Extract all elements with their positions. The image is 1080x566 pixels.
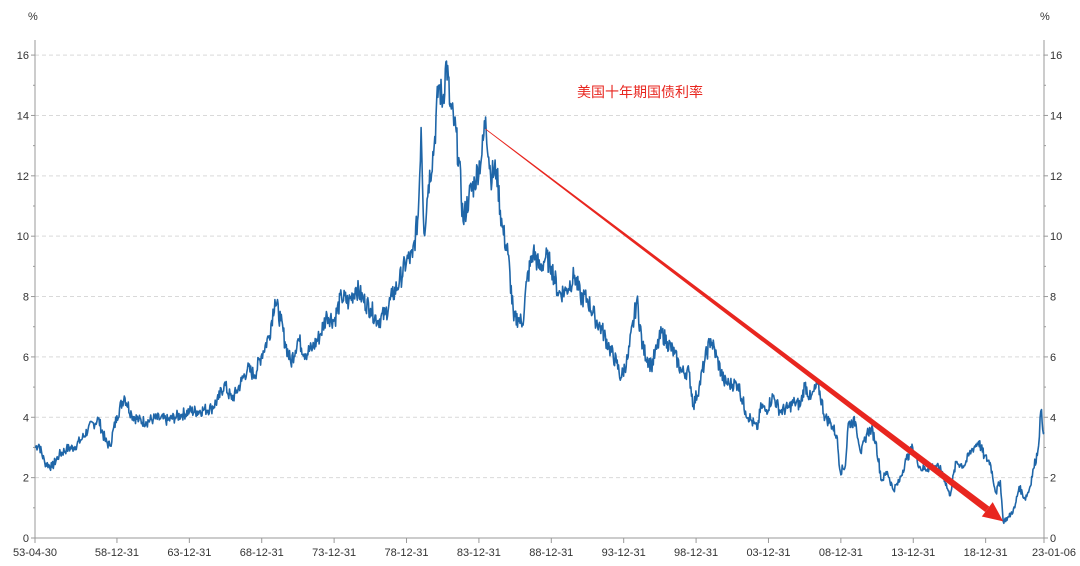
series-layer [34, 60, 1045, 525]
left-y-tick-label-14: 14 [17, 110, 29, 122]
right-y-tick-label-6: 6 [1050, 352, 1056, 364]
x-tick-label-12: 13-12-31 [891, 547, 935, 559]
axes: % % [28, 11, 1050, 539]
x-tick-label-13: 18-12-31 [964, 547, 1008, 559]
trend-arrow-layer [485, 128, 1004, 522]
right-y-tick-label-14: 14 [1050, 110, 1062, 122]
right-y-tick-label-8: 8 [1050, 292, 1056, 304]
x-tick-label-2: 63-12-31 [167, 547, 211, 559]
left-y-unit: % [28, 11, 38, 23]
x-tick-label-3: 68-12-31 [240, 547, 284, 559]
left-y-tick-label-2: 2 [23, 473, 29, 485]
left-y-tick-label-8: 8 [23, 292, 29, 304]
left-y-tick-label-6: 6 [23, 352, 29, 364]
right-y-tick-label-10: 10 [1050, 231, 1062, 243]
chart-annotation: 美国十年期国债利率 [577, 84, 703, 101]
right-y-tick-label-0: 0 [1050, 533, 1056, 545]
trend-arrow-head [981, 502, 1004, 522]
x-tick-label-1: 58-12-31 [95, 547, 139, 559]
trend-arrow-shaft [485, 128, 990, 512]
x-tick-label-7: 88-12-31 [529, 547, 573, 559]
x-tick-label-14: 23-01-06 [1032, 547, 1076, 559]
right-y-tick-label-16: 16 [1050, 50, 1062, 62]
left-y-tick-label-10: 10 [17, 231, 29, 243]
left-y-tick-label-12: 12 [17, 171, 29, 183]
right-y-tick-label-2: 2 [1050, 473, 1056, 485]
left-y-tick-label-4: 4 [23, 412, 29, 424]
x-tick-label-4: 73-12-31 [312, 547, 356, 559]
x-tick-label-9: 98-12-31 [674, 547, 718, 559]
grid-lines [35, 54, 1044, 479]
left-y-tick-label-16: 16 [17, 50, 29, 62]
series-line-0 [34, 60, 1045, 525]
right-y-unit: % [1040, 11, 1050, 23]
x-tick-label-5: 78-12-31 [384, 547, 428, 559]
axis-ticks: 0 0 2 2 4 4 6 6 8 8 10 10 12 12 14 14 16 16 53-04-30 58-12-… [13, 50, 1076, 559]
x-tick-label-10: 03-12-31 [746, 547, 790, 559]
x-tick-label-6: 83-12-31 [457, 547, 501, 559]
x-tick-label-0: 53-04-30 [13, 547, 57, 559]
right-y-tick-label-4: 4 [1050, 412, 1056, 424]
right-y-tick-label-12: 12 [1050, 171, 1062, 183]
x-tick-label-11: 08-12-31 [819, 547, 863, 559]
left-y-tick-label-0: 0 [23, 533, 29, 545]
x-tick-label-8: 93-12-31 [602, 547, 646, 559]
